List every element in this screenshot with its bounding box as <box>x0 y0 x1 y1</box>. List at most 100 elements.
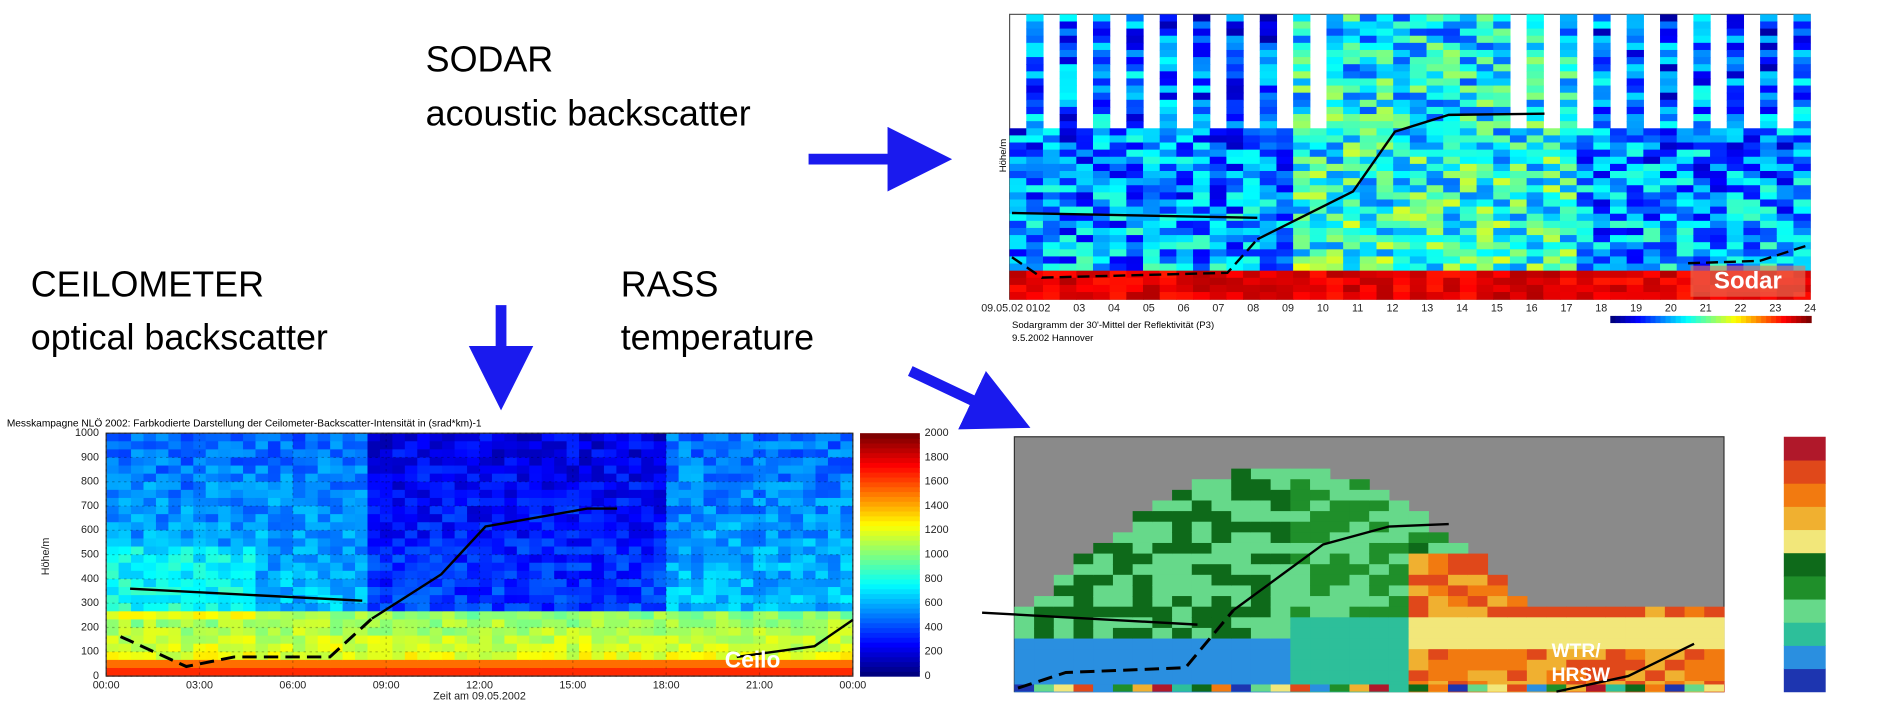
heat-cell <box>1014 628 1034 639</box>
heat-cell <box>716 490 729 499</box>
x-label: Zeit am 09.05.2002 <box>433 690 526 702</box>
heat-cell <box>1577 150 1594 158</box>
legend-swatch <box>1784 553 1826 577</box>
heat-cell <box>1360 121 1377 129</box>
heat-cell <box>430 457 443 466</box>
heat-cell <box>1645 670 1665 681</box>
heat-cell <box>1560 86 1577 94</box>
heat-cell <box>392 660 405 669</box>
heat-cell <box>1693 143 1710 151</box>
heat-cell <box>629 563 642 572</box>
heat-cell <box>1193 235 1210 243</box>
x-tick-label: 23 <box>1769 303 1781 315</box>
heat-cell <box>1160 121 1177 129</box>
heat-cell <box>156 579 169 588</box>
heat-cell <box>1160 256 1177 264</box>
heat-cell <box>1410 86 1427 94</box>
heat-cell <box>1377 64 1394 72</box>
heat-cell <box>1693 221 1710 229</box>
heat-cell <box>1593 150 1610 158</box>
heat-cell <box>1126 278 1143 286</box>
heat-cell <box>1192 660 1212 671</box>
heat-cell <box>392 457 405 466</box>
heat-cell <box>1076 249 1093 257</box>
heat-cell <box>206 636 219 645</box>
heat-cell <box>1193 249 1210 257</box>
heat-cell <box>1193 14 1210 22</box>
heat-cell <box>168 571 181 580</box>
heat-cell <box>392 538 405 547</box>
heat-cell <box>1727 164 1744 172</box>
heat-cell <box>803 571 816 580</box>
heat-cell <box>629 457 642 466</box>
heat-cell <box>1226 43 1243 51</box>
heat-cell <box>604 563 617 572</box>
heat-cell <box>554 660 567 669</box>
colorbar-cell <box>1610 316 1615 323</box>
heat-cell <box>1443 143 1460 151</box>
heat-cell <box>1643 264 1660 272</box>
heat-cell <box>218 571 231 580</box>
heat-cell <box>1727 135 1744 143</box>
heat-cell <box>1330 596 1350 607</box>
heat-cell <box>1271 490 1291 501</box>
heat-cell <box>641 466 654 475</box>
heat-cell <box>616 579 629 588</box>
heat-cell <box>592 538 605 547</box>
heat-cell <box>1660 221 1677 229</box>
heat-cell <box>1152 532 1172 543</box>
heat-cell <box>430 514 443 523</box>
heat-cell <box>704 498 717 507</box>
heat-cell <box>666 441 679 450</box>
heat-cell <box>1760 71 1777 79</box>
heat-cell <box>1369 564 1389 575</box>
heat-cell <box>1693 242 1710 250</box>
heat-cell <box>293 530 306 539</box>
heat-cell <box>1010 157 1027 165</box>
heat-cell <box>1443 214 1460 222</box>
heat-cell <box>1393 178 1410 186</box>
heat-cell <box>1493 93 1510 101</box>
heat-cell <box>318 474 331 483</box>
heat-cell <box>666 660 679 669</box>
heat-cell <box>1026 249 1043 257</box>
heat-cell <box>442 482 455 491</box>
heat-cell <box>828 660 841 669</box>
heat-cell <box>791 457 804 466</box>
heat-cell <box>1074 628 1094 639</box>
heat-cell <box>816 668 829 677</box>
heat-cell <box>1760 164 1777 172</box>
heat-cell <box>666 603 679 612</box>
heat-cell <box>1660 292 1677 300</box>
heat-cell <box>168 482 181 491</box>
heat-cell <box>1143 128 1160 136</box>
heat-cell <box>716 547 729 556</box>
heat-cell <box>1251 596 1271 607</box>
heat-cell <box>1627 21 1644 29</box>
heat-cell <box>1210 292 1227 300</box>
heat-cell <box>318 571 331 580</box>
heat-cell <box>1460 164 1477 172</box>
heat-cell <box>181 563 194 572</box>
heat-cell <box>1143 157 1160 165</box>
heat-cell <box>467 603 480 612</box>
heat-cell <box>480 457 493 466</box>
heat-cell <box>1211 479 1231 490</box>
heat-cell <box>168 490 181 499</box>
heat-cell <box>355 555 368 564</box>
heat-cell <box>156 538 169 547</box>
heat-cell <box>1276 164 1293 172</box>
heat-cell <box>1448 649 1468 660</box>
y-label: Höhe/m <box>998 139 1009 173</box>
caption: Sodargramm der 30'-Mittel der Reflektivi… <box>1012 320 1214 331</box>
heat-cell <box>1260 221 1277 229</box>
heat-cell <box>1276 128 1293 136</box>
heat-cell <box>816 619 829 628</box>
heat-cell <box>1377 192 1394 200</box>
heat-cell <box>330 441 343 450</box>
heat-cell <box>280 619 293 628</box>
heat-cell <box>318 530 331 539</box>
heat-cell <box>255 490 268 499</box>
heat-cell <box>1543 171 1560 179</box>
heat-cell <box>1152 564 1172 575</box>
